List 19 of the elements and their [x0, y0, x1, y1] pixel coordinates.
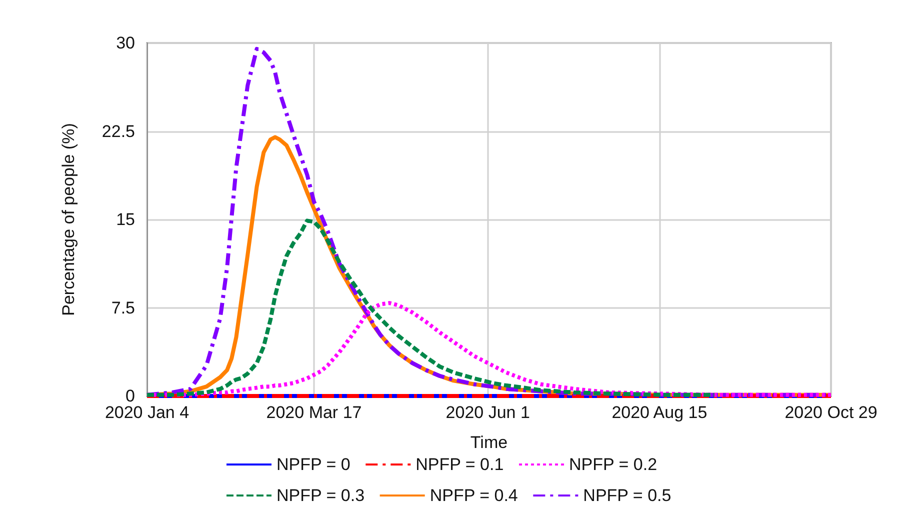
y-tick-label: 30 [116, 34, 135, 52]
x-tick-label: 2020 Jan 4 [104, 403, 190, 422]
legend-label: NPFP = 0.5 [583, 486, 672, 505]
y-axis-title: Percentage of people (%) [59, 123, 78, 316]
x-tick-label: 2020 Jun 1 [446, 403, 530, 422]
legend-label: NPFP = 0.3 [276, 486, 365, 505]
y-tick-label: 22.5 [102, 122, 135, 141]
x-tick-label: 2020 Oct 29 [784, 403, 878, 422]
legend-label: NPFP = 0.1 [416, 455, 504, 474]
legend-label: NPFP = 0.4 [430, 486, 518, 505]
x-tick-label: 2020 Mar 17 [266, 403, 362, 422]
y-tick-label: 0 [126, 386, 135, 406]
line-series [145, 218, 716, 397]
y-tick-label: 7.5 [111, 298, 135, 318]
y-tick-label: 15 [116, 210, 135, 229]
x-axis-title: Time [470, 433, 508, 452]
legend-label: NPFP = 0.2 [568, 455, 658, 474]
x-tick-label: 2020 Aug 15 [612, 403, 708, 422]
legend-label: NPFP = 0 [276, 455, 350, 474]
